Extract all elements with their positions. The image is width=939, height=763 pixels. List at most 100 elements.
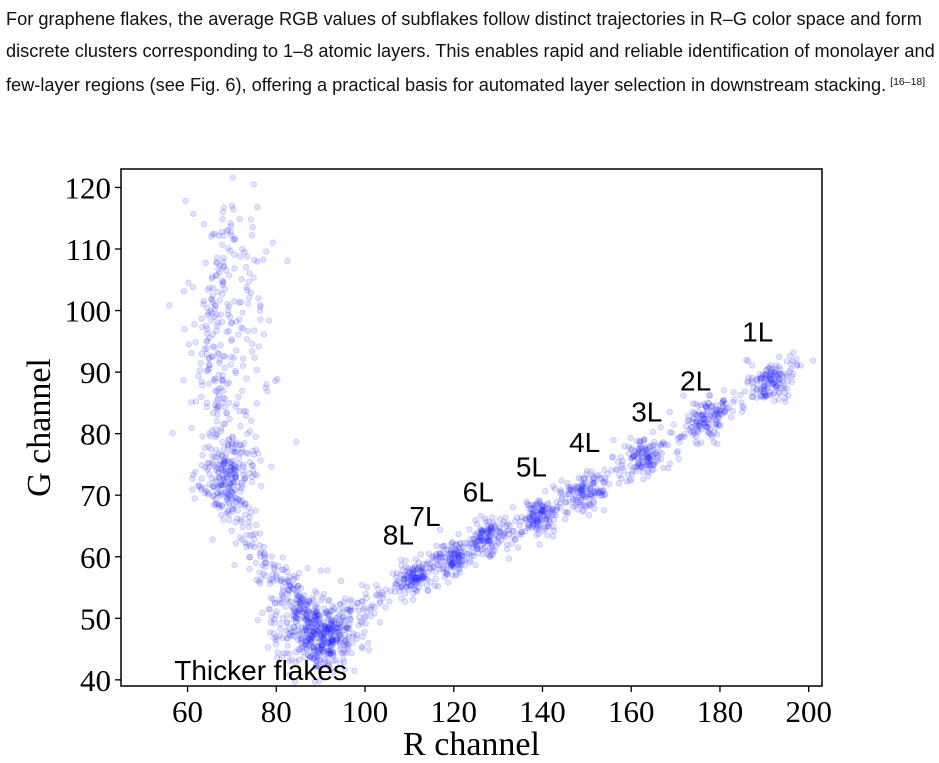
scatter-point <box>224 485 232 492</box>
scatter-point <box>591 505 598 512</box>
scatter-point <box>600 478 607 486</box>
scatter-point <box>225 443 232 451</box>
scatter-point <box>657 455 665 463</box>
scatter-point <box>215 464 222 472</box>
scatter-point <box>210 343 217 350</box>
scatter-point <box>408 571 415 579</box>
scatter-point <box>776 371 784 378</box>
scatter-point <box>166 302 173 309</box>
scatter-point <box>205 355 212 363</box>
scatter-point <box>235 331 242 338</box>
scatter-point <box>279 634 286 642</box>
scatter-point <box>266 577 274 584</box>
scatter-point <box>762 373 769 380</box>
scatter-point <box>347 616 355 623</box>
scatter-point <box>613 466 620 474</box>
scatter-point <box>309 627 317 635</box>
scatter-point <box>569 496 577 503</box>
scatter-point <box>498 537 505 544</box>
scatter-point <box>503 546 511 553</box>
scatter-point <box>488 552 495 559</box>
scatter-point <box>313 621 321 629</box>
scatter-point <box>474 520 481 528</box>
scatter-point <box>697 401 705 409</box>
scatter-point <box>455 553 463 560</box>
scatter-point <box>474 545 481 553</box>
scatter-point <box>229 489 237 496</box>
scatter-point <box>739 402 746 410</box>
scatter-point <box>291 613 298 621</box>
scatter-point <box>478 530 486 537</box>
scatter-point <box>644 449 652 457</box>
scatter-point <box>229 174 237 181</box>
scatter-point <box>195 482 202 490</box>
scatter-point <box>476 536 483 543</box>
scatter-point <box>492 532 499 539</box>
scatter-point <box>720 397 727 404</box>
scatter-point <box>331 628 338 635</box>
scatter-point <box>290 611 297 618</box>
scatter-point <box>762 370 770 378</box>
scatter-point <box>214 395 221 402</box>
scatter-point <box>299 602 306 610</box>
scatter-point <box>456 569 464 576</box>
scatter-point <box>479 527 487 534</box>
scatter-point <box>793 362 801 369</box>
scatter-point <box>290 572 298 580</box>
scatter-point <box>484 537 491 544</box>
scatter-point <box>764 385 771 392</box>
scatter-point <box>316 615 323 622</box>
scatter-point <box>784 378 792 385</box>
scatter-point <box>720 387 728 394</box>
scatter-point <box>341 666 349 673</box>
scatter-point <box>654 457 661 464</box>
scatter-point <box>402 563 410 571</box>
scatter-point <box>314 612 321 619</box>
scatter-point <box>397 556 404 564</box>
scatter-point <box>590 479 598 486</box>
scatter-point <box>711 410 718 418</box>
scatter-point <box>227 353 235 361</box>
scatter-point <box>508 540 516 547</box>
scatter-point <box>636 438 644 445</box>
scatter-point <box>530 519 538 527</box>
scatter-point <box>627 446 635 453</box>
scatter-point <box>485 539 493 546</box>
scatter-point <box>283 635 291 642</box>
scatter-point <box>358 581 366 589</box>
scatter-point <box>328 637 335 644</box>
scatter-point <box>230 206 237 213</box>
scatter-point <box>324 649 332 657</box>
scatter-point <box>478 537 485 544</box>
scatter-point <box>344 625 351 633</box>
scatter-point <box>325 647 332 654</box>
scatter-point <box>447 547 455 554</box>
scatter-point <box>455 530 462 538</box>
scatter-point <box>227 232 235 239</box>
scatter-point <box>420 561 427 568</box>
scatter-point <box>708 431 715 438</box>
scatter-point <box>772 382 779 389</box>
scatter-point <box>526 510 534 517</box>
scatter-point <box>271 566 278 573</box>
scatter-point <box>401 576 408 583</box>
scatter-point <box>221 353 228 360</box>
scatter-point <box>294 615 301 622</box>
scatter-point <box>760 394 767 401</box>
scatter-point <box>351 667 358 674</box>
scatter-point <box>705 415 712 423</box>
scatter-point <box>704 423 712 431</box>
scatter-point <box>675 433 683 440</box>
scatter-point <box>337 629 344 637</box>
scatter-point <box>215 232 222 239</box>
scatter-point <box>215 371 223 379</box>
scatter-point <box>273 633 280 641</box>
scatter-point <box>623 478 631 485</box>
scatter-point <box>300 596 308 603</box>
scatter-point <box>308 638 315 645</box>
scatter-point <box>285 625 293 632</box>
scatter-point <box>239 523 246 531</box>
scatter-point <box>411 564 419 571</box>
scatter-point <box>237 422 244 430</box>
scatter-point <box>256 580 264 587</box>
